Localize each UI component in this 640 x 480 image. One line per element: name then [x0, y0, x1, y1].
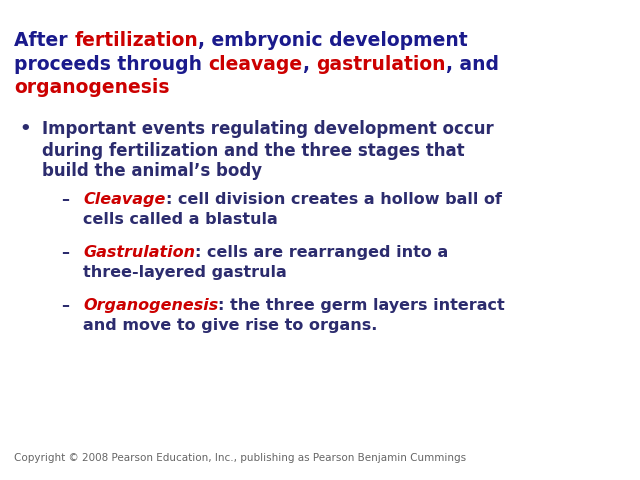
Text: three-layered gastrula: three-layered gastrula	[83, 265, 287, 280]
Text: organogenesis: organogenesis	[14, 78, 170, 97]
Text: : cell division creates a hollow ball of: : cell division creates a hollow ball of	[166, 192, 502, 207]
Text: After: After	[14, 31, 74, 50]
Text: fertilization: fertilization	[74, 31, 198, 50]
Text: and move to give rise to organs.: and move to give rise to organs.	[83, 318, 378, 333]
Text: proceeds through: proceeds through	[14, 55, 209, 74]
Text: –: –	[61, 192, 69, 207]
Text: Important events regulating development occur: Important events regulating development …	[42, 120, 493, 138]
Text: •: •	[19, 120, 31, 138]
Text: –: –	[61, 298, 69, 312]
Text: , embryonic development: , embryonic development	[198, 31, 468, 50]
Text: gastrulation: gastrulation	[316, 55, 445, 74]
Text: Organogenesis: Organogenesis	[83, 298, 218, 312]
Text: during fertilization and the three stages that: during fertilization and the three stage…	[42, 142, 464, 159]
Text: , and: , and	[445, 55, 499, 74]
Text: cleavage: cleavage	[209, 55, 303, 74]
Text: build the animal’s body: build the animal’s body	[42, 162, 262, 180]
Text: –: –	[61, 245, 69, 260]
Text: Copyright © 2008 Pearson Education, Inc., publishing as Pearson Benjamin Cumming: Copyright © 2008 Pearson Education, Inc.…	[14, 454, 466, 463]
Text: Gastrulation: Gastrulation	[83, 245, 195, 260]
Text: : the three germ layers interact: : the three germ layers interact	[218, 298, 505, 312]
Text: ,: ,	[303, 55, 316, 74]
Text: : cells are rearranged into a: : cells are rearranged into a	[195, 245, 449, 260]
Text: cells called a blastula: cells called a blastula	[83, 212, 278, 227]
Text: Cleavage: Cleavage	[83, 192, 166, 207]
